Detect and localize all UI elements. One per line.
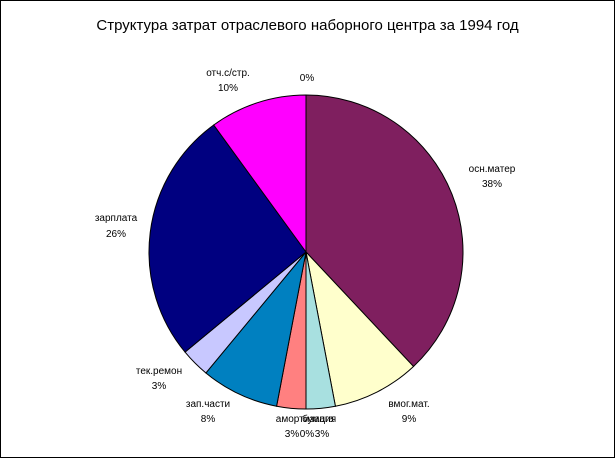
slice-name-label: вмог.мат. [388, 399, 429, 410]
slice-name-label: зап.части [186, 399, 230, 410]
slice-name-label: осн.матер [469, 164, 516, 175]
pie-slice [148, 124, 307, 353]
slice-name-label: амортизация [276, 414, 336, 425]
slice-value-label: 8% [201, 414, 216, 425]
slice-name-label: зарплата [95, 213, 138, 224]
slice-value-label: 26% [106, 229, 126, 240]
pie-slice [305, 250, 415, 407]
slice-name-label: отч.с/стр. [206, 68, 250, 79]
pie-slice [305, 94, 464, 368]
slice-value-label: 3% [285, 429, 300, 440]
slice-name-label: бумага [302, 413, 334, 425]
pie-slice [213, 94, 307, 254]
slice-value-label: 0% [300, 429, 315, 440]
slice-value-label: 3% [315, 429, 330, 440]
slice-value-label: 3% [152, 381, 167, 392]
slice-value-label: 0% [300, 73, 315, 84]
slice-value-label: 10% [218, 83, 238, 94]
chart-title: Структура затрат отраслевого наборного ц… [96, 17, 519, 34]
slice-value-label: 9% [402, 414, 417, 425]
slice-value-label: 38% [482, 179, 502, 190]
slice-name-label: тек.ремон [136, 366, 182, 377]
